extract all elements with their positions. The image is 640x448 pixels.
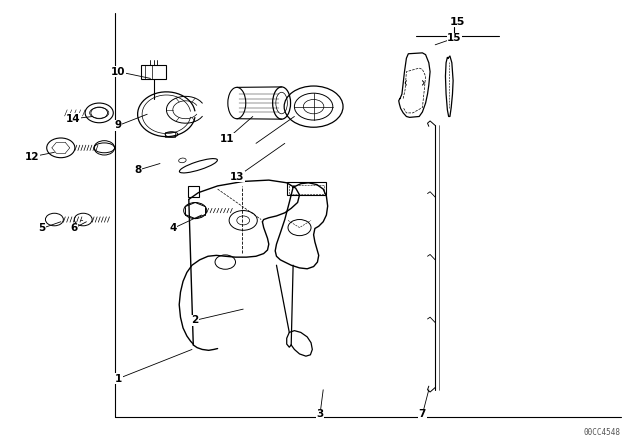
Text: 11: 11 (220, 134, 234, 144)
Text: 6: 6 (70, 224, 77, 233)
Text: 13: 13 (230, 172, 244, 182)
Text: 15: 15 (447, 33, 461, 43)
Text: 2: 2 (191, 315, 199, 325)
Text: 9: 9 (115, 121, 122, 130)
Bar (188, 186, 199, 197)
Text: 15: 15 (450, 17, 465, 27)
Text: 1: 1 (115, 374, 122, 383)
Text: 00CC4548: 00CC4548 (584, 428, 621, 437)
Text: 8: 8 (134, 165, 141, 175)
Text: 14: 14 (67, 114, 81, 124)
Text: 3: 3 (316, 409, 324, 419)
Text: 7: 7 (419, 409, 426, 419)
Bar (289, 185, 324, 194)
Text: 10: 10 (111, 67, 125, 77)
Bar (287, 182, 326, 195)
Text: 4: 4 (169, 224, 177, 233)
Bar (141, 65, 166, 79)
Bar (165, 132, 175, 137)
Bar (145, 65, 152, 79)
Text: 12: 12 (25, 152, 39, 162)
Text: 5: 5 (38, 224, 45, 233)
